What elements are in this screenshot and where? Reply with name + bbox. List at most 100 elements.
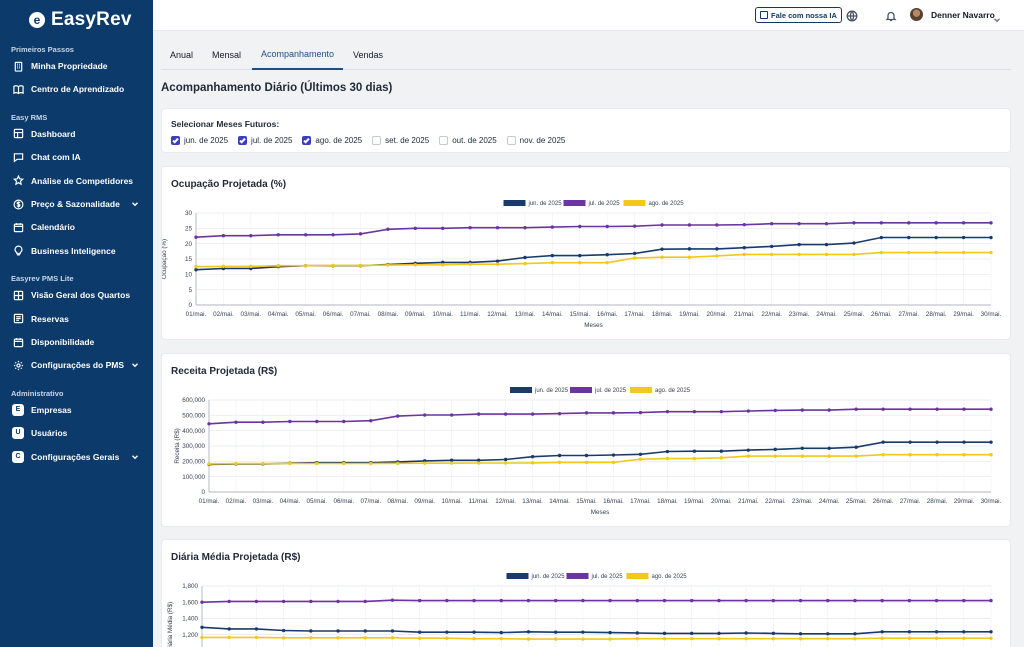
data-point[interactable] [200,600,204,604]
globe-icon[interactable] [846,9,858,22]
data-point[interactable] [530,455,535,459]
data-point[interactable] [578,260,582,265]
data-point[interactable] [581,630,585,634]
data-point[interactable] [746,409,751,413]
data-point[interactable] [852,252,856,257]
data-point[interactable] [363,636,367,640]
data-point[interactable] [468,226,472,230]
sidebar-item-analise-de-competidores[interactable]: Análise de Competidores [0,171,153,191]
data-point[interactable] [441,260,445,265]
data-point[interactable] [881,453,885,457]
data-point[interactable] [907,235,911,240]
data-point[interactable] [261,461,265,466]
checkbox[interactable] [439,136,449,145]
data-point[interactable] [369,461,373,466]
data-point[interactable] [526,637,531,641]
data-point[interactable] [632,256,637,260]
data-point[interactable] [962,630,966,634]
data-point[interactable] [880,636,884,640]
data-point[interactable] [962,636,966,640]
data-point[interactable] [769,222,774,226]
data-point[interactable] [962,407,966,411]
data-point[interactable] [363,599,367,604]
data-point[interactable] [503,461,508,465]
data-point[interactable] [798,598,803,603]
data-point[interactable] [331,263,335,268]
data-point[interactable] [880,598,884,603]
data-point[interactable] [800,408,804,412]
data-point[interactable] [221,264,226,269]
data-point[interactable] [557,453,562,458]
data-point[interactable] [660,223,664,227]
data-point[interactable] [476,461,481,465]
data-point[interactable] [581,637,585,641]
sidebar-item-reservas[interactable]: Reservas [0,309,153,329]
data-point[interactable] [227,635,231,640]
data-point[interactable] [449,461,454,465]
data-point[interactable] [523,226,527,230]
data-point[interactable] [303,264,308,268]
data-point[interactable] [744,631,748,635]
data-point[interactable] [227,599,231,604]
data-point[interactable] [692,409,697,414]
data-point[interactable] [445,636,449,640]
data-point[interactable] [961,235,966,240]
data-point[interactable] [744,636,748,641]
data-point[interactable] [773,447,777,452]
data-point[interactable] [281,636,286,640]
data-point[interactable] [717,598,721,603]
data-point[interactable] [962,440,966,444]
data-point[interactable] [692,449,697,453]
data-point[interactable] [854,445,858,449]
data-point[interactable] [309,599,313,604]
data-point[interactable] [200,635,204,640]
checkbox[interactable] [171,136,180,145]
data-point[interactable] [934,250,938,255]
data-point[interactable] [336,599,340,604]
data-point[interactable] [719,409,724,414]
data-point[interactable] [715,223,719,227]
data-point[interactable] [635,636,640,641]
data-point[interactable] [662,598,667,603]
data-point[interactable] [826,598,830,603]
data-point[interactable] [717,636,721,641]
data-point[interactable] [989,407,993,411]
data-point[interactable] [605,253,609,257]
sidebar-item-minha-propriedade[interactable]: Minha Propriedade [0,56,153,76]
data-point[interactable] [584,453,589,458]
data-point[interactable] [553,598,558,603]
data-point[interactable] [773,408,777,413]
data-point[interactable] [495,259,500,263]
data-point[interactable] [476,458,481,462]
data-point[interactable] [526,598,531,603]
data-point[interactable] [413,263,418,267]
data-point[interactable] [281,628,286,633]
data-point[interactable] [715,254,719,258]
data-point[interactable] [611,411,616,415]
data-point[interactable] [879,235,884,240]
data-point[interactable] [852,241,856,245]
data-point[interactable] [742,245,746,250]
data-point[interactable] [719,449,724,453]
avatar[interactable] [910,8,923,21]
data-point[interactable] [445,598,449,603]
data-point[interactable] [717,631,721,636]
data-point[interactable] [396,414,400,418]
data-point[interactable] [499,630,503,635]
data-point[interactable] [638,452,643,456]
app-logo[interactable]: e EasyRev [0,0,153,32]
data-point[interactable] [342,419,346,424]
data-point[interactable] [771,598,776,603]
data-point[interactable] [523,255,527,260]
data-point[interactable] [249,233,253,238]
data-point[interactable] [798,632,803,636]
data-point[interactable] [798,636,803,641]
data-point[interactable] [315,419,319,424]
data-point[interactable] [386,263,390,267]
data-point[interactable] [769,244,774,249]
data-point[interactable] [303,233,308,237]
data-point[interactable] [880,630,884,634]
data-point[interactable] [852,221,856,225]
data-point[interactable] [879,250,884,255]
sidebar-item-configuracoes-do-pms[interactable]: Configurações do PMS [0,355,153,375]
